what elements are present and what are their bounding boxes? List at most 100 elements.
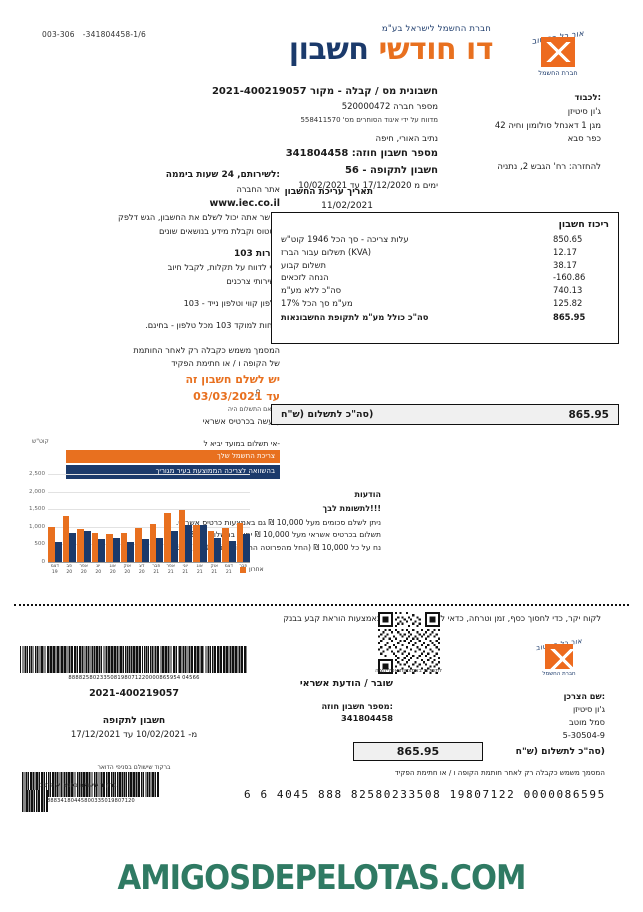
late-note-1: -אי תשלום במועד יביא ל [203,438,280,448]
stub-account-value: 341804458 [341,713,393,724]
chart-x-tick-label: אוג 20 [109,564,116,575]
chart-last-marker: אחרון [240,566,264,573]
grand-total-label: (סה"כ לתשלום (ש"ח [281,409,374,420]
chart-bar-your-consumption [62,516,70,562]
stub-signature-note: המסמך משמש כקבלה רק לאחר חותמת הקופה ו /… [394,768,605,777]
chart-bar-your-consumption [149,523,157,562]
chart-bar-city-average [243,534,250,562]
invoice-meta: חשבונית מס / קבלה - מקור 2021-400219057 … [178,84,438,194]
watermark: AMIGOSDEPELOTAS.COM [117,858,527,898]
chart-gridline: 2,500 [29,471,250,477]
stub-account-label: :מספר חשבון חוזה [321,701,393,711]
account-summary-box: ריכוז חשבון עלות צריכה - סך הכל 1946 קוט… [271,212,619,345]
consumption-chart: קוט"ש צריכת החשמל שלך בהשוואה לצריכה הממ… [18,438,280,590]
summary-row: סה"כ ללא מע"מ 740.13 [281,284,609,297]
barcode-main-icon [20,646,248,673]
chart-x-tick-label: דצמ 21 [224,564,233,575]
summary-row: הנחה לזכאים -160.86 [281,271,609,284]
stub-account: :מספר חשבון חוזה 341804458 [243,700,393,725]
chart-x-tick-label: דצ 20 [138,564,145,575]
messages-heading: הודעות [354,490,381,499]
summary-row-value: 125.82 [553,297,583,308]
page-title: דו חודשי חשבון [163,32,494,67]
hotline-heading: שירות 103 [233,248,280,259]
chart-x-tick-label: יונ 20 [95,564,102,575]
stub-logo: אור כל כך טוב חברת החשמל [517,634,601,677]
chart-y-tick-label: 500 [34,541,45,548]
logo-mark-icon [541,37,575,67]
chart-bar-group [106,474,120,562]
website-desc-1: כאשר אתה יכול לשלם את החשבון, הגש דלפק [118,212,280,223]
due-date-line-1: יש לשלם חשבון זה [185,373,281,387]
summary-row-value: 850.65 [553,234,583,244]
period-days: ימים מ 17/12/2020 עד 10/02/2021 [298,181,438,192]
chart-bar-your-consumption [135,527,142,562]
invoice-number-line: חשבונית מס / קבלה - מקור 2021-400219057 [211,86,438,97]
due-tiny-note: גם אם התשלום היה [227,405,280,413]
summary-row-label: סה"כ ללא מע"מ [281,285,342,296]
company-number: מספר חברה 520000472 [341,102,438,112]
addressee-name: ג'ון סיטיזן [567,106,601,117]
document-code-left: 003-306 [42,30,75,39]
chart-bar-city-average [214,538,221,562]
stub-customer-name: ג'ון סיטיזן [572,703,605,714]
barcode-shufersal-icon [22,790,48,812]
contract-account-number: מספר חשבון חוזה: 341804458 [285,148,438,160]
credit-card-note: (נעשה בכרטיס אשראי [202,415,280,426]
summary-row-label: תשלום קבוע [281,259,327,270]
due-date-line-2: עד 03/03/2021 [193,389,280,403]
document-code: 003-306 -341804458-1/6 [42,30,154,39]
chart-bar-group [236,474,250,562]
chart-bar-your-consumption [48,526,55,562]
hotline-desc-2: :ושירותי צרכנים [226,275,280,286]
payment-qr-code-icon[interactable] [378,612,440,674]
stub-period-title: חשבון לתקופה [102,715,166,726]
chart-x-axis: דצמ 19 פב 20 אפר 20 יונ 20 אוג 20 אוק 20 דצ 20 פבר 21 אפ… [48,564,250,575]
chart-x-tick-label: פב 20 [66,564,73,575]
chart-bar-city-average [199,525,207,562]
reported-by: מדווח על ידי איגוד הסוחרים מס' 558411570 [300,115,438,124]
chart-bar-group [62,474,76,562]
title-word-2: דו חודשי [378,32,493,67]
chart-x-tick-label: יוני 21 [182,564,189,575]
chart-bar-city-average [141,539,149,562]
chart-bar-group [178,474,192,562]
chart-x-tick-label: אוק 21 [210,564,219,575]
stub-total-label: (סה"כ לתשלום (ש"ח [515,746,605,757]
company-subtitle: חברת החשמל לישראל בע"מ [381,24,491,34]
stub-total-value: 865.95 [353,742,483,761]
barcode-main-number: 88882580233508198071220000865954 04566 [68,675,200,681]
stub-symbol-value: 5-30504-9 [562,729,605,740]
chart-bar-city-average [228,540,236,562]
chart-y-tick-label: 1,000 [28,523,45,530]
title-word-1: חשבון [288,32,369,67]
chart-bar-your-consumption [106,533,113,562]
legend-item-your-consumption: צריכת החשמל שלך [66,450,280,464]
chart-bar-group [149,474,163,562]
website-url[interactable]: www.iec.co.il [209,197,280,209]
chart-y-tick-label: 2,000 [28,488,45,495]
chart-bar-city-average [69,533,76,562]
chart-y-tick-label: 0 [41,559,45,565]
chart-bar-your-consumption [120,533,128,562]
website-label: אתר החברה [236,183,280,194]
document-code-right: -341804458-1/6 [82,30,146,39]
summary-row-label: הנחה לזכאים [281,272,329,283]
chart-gridline: 1,500 [29,506,250,512]
addressee-street: מגן 1 דאנחל סולומון וחיה 42 [494,120,601,131]
summary-row-value: 740.13 [553,285,583,296]
chart-bar-city-average [127,541,134,562]
free-call-note: שיחות למוקד 103 מכל טלפון - בחינם. [145,320,280,331]
iec-logo: אור כל כך טוב חברת החשמל [515,26,601,77]
message-line-1: ניתן לשלם סכומים מעל 10,000 ₪ גם באמצעות… [175,517,381,527]
period-number: חשבון לתקופה - 56 [344,165,438,177]
qr-caption: לתשלום באמצעות אפליקציה [375,668,442,674]
last-marker-swatch-icon [240,566,246,573]
stub-customer: :שם הצרכן ג'ון סיטיזן סמל מוטב 5-30504-9 [513,690,605,742]
summary-row-value: 12.17 [553,246,577,257]
chart-bar-your-consumption [222,527,229,562]
barcode-post-number: 88834180445800335019807120 [47,798,135,804]
chart-bar-city-average [54,542,62,562]
summary-row-label: עלות צריכה - סך הכל 1946 קוט"ש [281,234,409,244]
